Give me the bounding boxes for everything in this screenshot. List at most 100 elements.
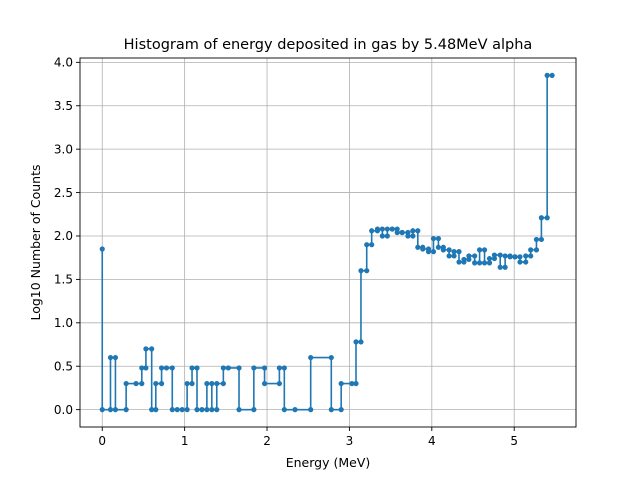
data-point [251, 365, 257, 371]
data-point [528, 253, 534, 259]
data-point [502, 264, 508, 270]
data-point [99, 246, 105, 252]
data-point [538, 236, 545, 243]
data-point [261, 365, 268, 371]
data-point [544, 215, 550, 221]
data-point [456, 259, 462, 265]
data-point [486, 255, 493, 262]
data-point [189, 365, 195, 371]
data-point [112, 407, 119, 413]
data-point [472, 253, 478, 259]
y-tick-label: 0.5 [54, 359, 73, 373]
data-point [486, 260, 493, 266]
data-point [204, 407, 210, 413]
x-tick-label: 5 [510, 434, 518, 448]
x-axis-label: Energy (MeV) [286, 455, 371, 470]
data-point [461, 256, 467, 263]
data-point [112, 354, 119, 361]
plot-frame [79, 57, 577, 428]
y-tick-label: 3.5 [54, 99, 73, 113]
data-point [358, 339, 364, 345]
data-point [184, 380, 190, 387]
data-series [99, 72, 555, 413]
data-point [338, 407, 344, 413]
data-point [143, 365, 149, 371]
data-point [446, 247, 452, 253]
data-point [415, 228, 421, 234]
data-point [420, 246, 426, 252]
data-point [225, 365, 231, 371]
data-point [533, 247, 540, 253]
data-point [174, 407, 180, 413]
x-tick-label: 0 [98, 434, 106, 448]
data-point [384, 226, 390, 232]
data-point [99, 407, 105, 413]
data-point [153, 407, 159, 413]
data-point [328, 354, 334, 361]
data-point [199, 407, 205, 413]
data-point [379, 226, 385, 232]
data-point [276, 380, 282, 387]
data-point [158, 380, 165, 387]
data-point [374, 226, 381, 232]
series-line [101, 74, 553, 411]
data-point [353, 339, 359, 345]
data-point [209, 407, 215, 413]
data-point [384, 233, 390, 239]
x-tick-label: 4 [428, 434, 436, 448]
y-tick-label: 2.5 [54, 186, 73, 200]
data-point [364, 268, 370, 274]
data-point [430, 249, 437, 255]
data-point [153, 380, 159, 387]
data-point [292, 407, 298, 413]
data-point [236, 365, 242, 371]
data-point [139, 365, 145, 371]
data-point [308, 354, 314, 361]
data-point [169, 365, 175, 371]
data-point [169, 407, 175, 413]
data-point [491, 252, 498, 258]
x-tick-label: 2 [263, 434, 271, 448]
data-point [456, 249, 462, 255]
data-point [261, 380, 268, 387]
data-point [517, 254, 523, 260]
y-tick-label: 1.0 [54, 316, 73, 330]
data-point [189, 380, 195, 387]
data-point [353, 380, 359, 387]
data-point [528, 247, 534, 253]
data-point [538, 215, 545, 221]
data-point [435, 235, 442, 242]
y-tick-label: 1.5 [54, 273, 73, 287]
axis-ticks: 0 1 2 3 4 5 0.0 0.5 1.0 1.5 2.0 2.5 3.0 3.5 4.0 [54, 56, 518, 448]
data-point [477, 260, 483, 266]
data-point [133, 380, 139, 387]
data-point [410, 228, 416, 234]
data-point [308, 407, 314, 413]
data-point [430, 235, 437, 242]
data-point [194, 407, 200, 413]
data-point [389, 226, 395, 232]
y-tick-label: 2.0 [54, 229, 73, 243]
data-point [236, 407, 242, 413]
data-point [184, 407, 190, 413]
chart-title: Histogram of energy deposited in gas by … [124, 37, 533, 53]
x-tick-label: 3 [346, 434, 354, 448]
data-point [481, 247, 488, 253]
data-point [349, 380, 355, 387]
grid-lines [80, 58, 576, 427]
data-point [143, 346, 149, 352]
data-point [497, 252, 503, 258]
y-tick-label: 0.0 [54, 403, 73, 417]
data-point [149, 407, 155, 413]
data-point [533, 236, 540, 243]
data-point [440, 247, 446, 253]
data-point [220, 380, 226, 387]
data-point [214, 380, 220, 387]
data-point [512, 254, 518, 260]
data-point [163, 365, 170, 371]
data-point [251, 407, 257, 413]
x-tick-label: 1 [181, 434, 189, 448]
data-point [276, 365, 282, 371]
data-point [523, 259, 529, 265]
